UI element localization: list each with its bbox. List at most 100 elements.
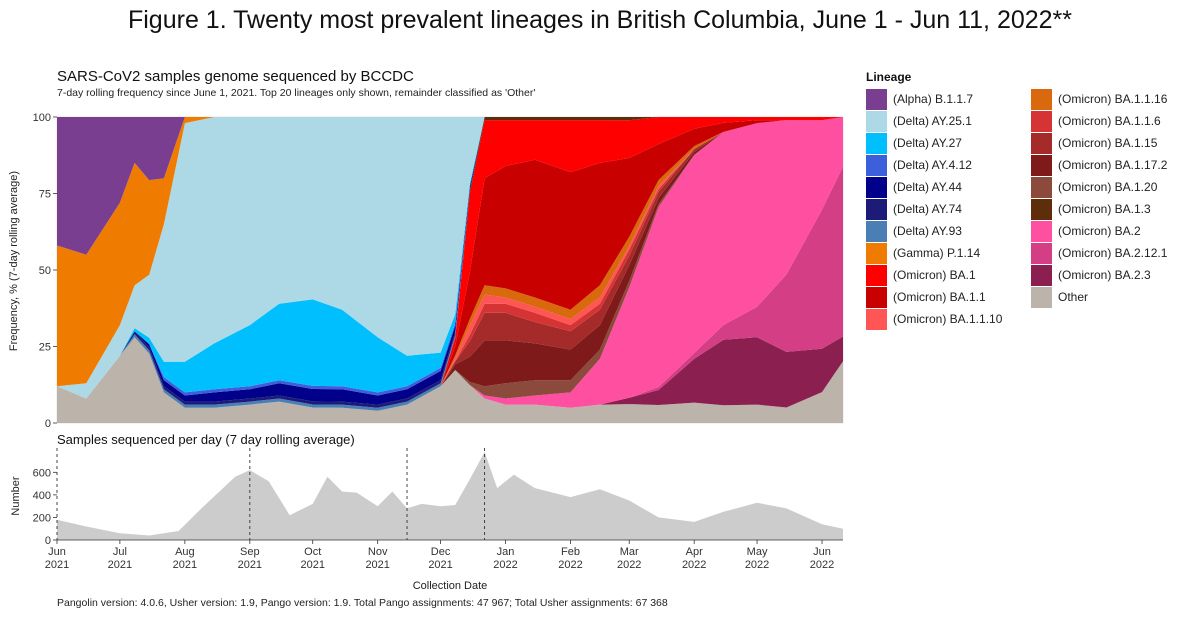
figure-title: Figure 1. Twenty most prevalent lineages… xyxy=(127,6,1073,34)
legend-label: (Alpha) B.1.1.7 xyxy=(893,92,974,106)
legend-label: (Omicron) BA.1.20 xyxy=(1058,180,1158,194)
x-tick-year-label: 2022 xyxy=(745,559,769,571)
x-tick-year-label: 2021 xyxy=(365,559,389,571)
x-tick-month-label: Jul xyxy=(113,546,127,558)
x-tick-month-label: Feb xyxy=(561,546,580,558)
plot-subtitle: 7-day rolling frequency since June 1, 20… xyxy=(57,87,536,99)
x-tick-month-label: Sep xyxy=(240,546,260,558)
plot-title: SARS-CoV2 samples genome sequenced by BC… xyxy=(57,68,414,85)
x-tick-year-label: 2022 xyxy=(493,559,517,571)
x-tick-year-label: 2022 xyxy=(617,559,641,571)
bottom-y-tick-label: 600 xyxy=(33,467,51,479)
legend-swatch xyxy=(1031,132,1052,154)
main-y-tick-label: 75 xyxy=(39,189,51,201)
legend-swatch xyxy=(866,198,887,220)
series-area-other xyxy=(57,337,843,423)
legend-swatch xyxy=(866,220,887,242)
x-tick-month-label: Mar xyxy=(620,546,639,558)
bottom-y-axis-label: Number xyxy=(10,476,22,516)
samples-per-day-area xyxy=(57,452,843,540)
legend-label: (Omicron) BA.1.1.16 xyxy=(1058,92,1168,106)
x-tick-year-label: 2022 xyxy=(682,559,706,571)
legend-item-omicron-ba-1: (Omicron) BA.1 xyxy=(866,264,1031,286)
bottom-y-tick-label: 200 xyxy=(33,512,51,524)
legend-item-delta-ay-44: (Delta) AY.44 xyxy=(866,176,1031,198)
legend-swatch xyxy=(1031,176,1052,198)
legend-item-alpha-b-1-1-7: (Alpha) B.1.1.7 xyxy=(866,88,1031,110)
x-tick-month-label: Jan xyxy=(497,546,515,558)
legend-item-omicron-ba-1-1: (Omicron) BA.1.1 xyxy=(866,286,1031,308)
legend-swatch xyxy=(866,264,887,286)
series-area-omicron-ba-2 xyxy=(57,117,843,411)
x-tick-year-label: 2021 xyxy=(428,559,452,571)
x-tick-month-label: Jun xyxy=(813,546,831,558)
legend-label: (Omicron) BA.1.1.6 xyxy=(1058,114,1161,128)
main-y-tick-label: 25 xyxy=(39,342,51,354)
legend-swatch xyxy=(1031,110,1052,132)
footnote: Pangolin version: 4.0.6, Usher version: … xyxy=(57,597,668,609)
series-area-delta-ay-27 xyxy=(57,117,843,399)
legend-swatch xyxy=(866,242,887,264)
legend-item-delta-ay-93: (Delta) AY.93 xyxy=(866,220,1031,242)
legend-swatch xyxy=(866,176,887,198)
legend-label: (Omicron) BA.1.17.2 xyxy=(1058,158,1168,172)
legend-label: (Omicron) BA.1 xyxy=(893,268,976,282)
legend-swatch xyxy=(866,154,887,176)
x-tick-year-label: 2022 xyxy=(558,559,582,571)
legend-label: (Delta) AY.44 xyxy=(893,180,962,194)
legend-column: (Omicron) BA.1.1.16 (Omicron) BA.1.1.6 (Om… xyxy=(1031,88,1196,330)
x-tick-month-label: Dec xyxy=(431,546,451,558)
legend-column: (Alpha) B.1.1.7 (Delta) AY.25.1 (Delta) AY… xyxy=(866,88,1031,330)
series-area-omicron-ba-1-1 xyxy=(57,117,843,411)
main-y-tick-label: 100 xyxy=(33,112,51,124)
main-y-tick-label: 0 xyxy=(45,418,51,430)
legend-label: Other xyxy=(1058,290,1089,304)
legend-item-omicron-ba-1-15: (Omicron) BA.1.15 xyxy=(1031,132,1196,154)
legend-label: (Delta) AY.4.12 xyxy=(893,158,972,172)
legend-label: (Omicron) BA.1.1 xyxy=(893,290,986,304)
legend-swatch xyxy=(866,308,887,330)
legend-swatch xyxy=(866,110,887,132)
legend: Lineage (Alpha) B.1.1.7 (Delta) AY.25.1 (D… xyxy=(866,70,1196,330)
x-tick-month-label: Nov xyxy=(368,546,388,558)
legend-label: (Delta) AY.27 xyxy=(893,136,962,150)
legend-label: (Omicron) BA.2.12.1 xyxy=(1058,246,1168,260)
x-tick-month-label: Oct xyxy=(304,546,321,558)
legend-label: (Omicron) BA.1.15 xyxy=(1058,136,1158,150)
legend-item-omicron-ba-2-12-1: (Omicron) BA.2.12.1 xyxy=(1031,242,1196,264)
legend-item-delta-ay-27: (Delta) AY.27 xyxy=(866,132,1031,154)
x-tick-month-label: May xyxy=(747,546,768,558)
legend-swatch xyxy=(866,286,887,308)
legend-item-omicron-ba-1-3: (Omicron) BA.1.3 xyxy=(1031,198,1196,220)
legend-item-delta-ay-4-12: (Delta) AY.4.12 xyxy=(866,154,1031,176)
legend-label: (Gamma) P.1.14 xyxy=(893,246,981,260)
series-area-omicron-ba-2-3 xyxy=(57,336,843,411)
legend-label: (Delta) AY.74 xyxy=(893,202,962,216)
legend-swatch xyxy=(866,88,887,110)
legend-label: (Omicron) BA.2.3 xyxy=(1058,268,1151,282)
x-tick-year-label: 2022 xyxy=(810,559,834,571)
x-tick-year-label: 2021 xyxy=(238,559,262,571)
legend-label: (Omicron) BA.1.1.10 xyxy=(893,312,1003,326)
x-tick-month-label: Apr xyxy=(686,546,703,558)
legend-item-delta-ay-25-1: (Delta) AY.25.1 xyxy=(866,110,1031,132)
legend-swatch xyxy=(1031,242,1052,264)
x-axis: Jun2021Jul2021Aug2021Sep2021Oct2021Nov20… xyxy=(45,539,843,571)
main-y-tick-label: 50 xyxy=(39,265,51,277)
series-area-delta-ay-25-1 xyxy=(57,117,843,399)
x-tick-year-label: 2021 xyxy=(108,559,132,571)
bottom-plot: 0 200 400 600 xyxy=(33,448,843,547)
legend-columns: (Alpha) B.1.1.7 (Delta) AY.25.1 (Delta) AY… xyxy=(866,88,1196,330)
legend-label: (Omicron) BA.1.3 xyxy=(1058,202,1151,216)
bottom-y-tick-label: 0 xyxy=(45,535,51,547)
legend-label: (Delta) AY.93 xyxy=(893,224,962,238)
series-area-alpha-b-1-1-7 xyxy=(57,117,843,255)
series-area-delta-ay-93 xyxy=(57,117,843,411)
legend-label: (Omicron) BA.2 xyxy=(1058,224,1141,238)
legend-swatch xyxy=(1031,154,1052,176)
legend-item-delta-ay-74: (Delta) AY.74 xyxy=(866,198,1031,220)
legend-item-omicron-ba-1-20: (Omicron) BA.1.20 xyxy=(1031,176,1196,198)
legend-swatch xyxy=(1031,286,1052,308)
legend-item-omicron-ba-1-17-2: (Omicron) BA.1.17.2 xyxy=(1031,154,1196,176)
bottom-plot-title: Samples sequenced per day (7 day rolling… xyxy=(57,432,355,447)
